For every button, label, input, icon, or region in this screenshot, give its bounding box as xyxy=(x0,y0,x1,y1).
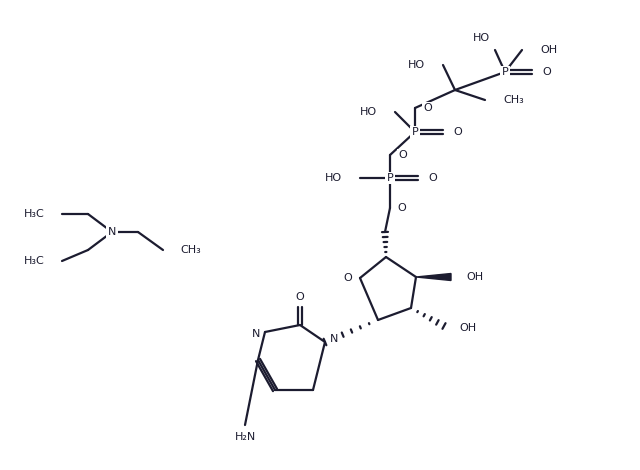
Text: O: O xyxy=(398,150,407,160)
Text: OH: OH xyxy=(459,323,476,333)
Text: HO: HO xyxy=(325,173,342,183)
Text: P: P xyxy=(502,67,508,77)
Text: OH: OH xyxy=(466,272,483,282)
Text: N: N xyxy=(108,227,116,237)
Text: HO: HO xyxy=(408,60,425,70)
Text: O: O xyxy=(453,127,461,137)
Text: CH₃: CH₃ xyxy=(180,245,201,255)
Text: O: O xyxy=(343,273,352,283)
Text: H₂N: H₂N xyxy=(234,432,255,442)
Text: O: O xyxy=(296,292,305,302)
Text: P: P xyxy=(387,173,394,183)
Text: H₃C: H₃C xyxy=(24,256,45,266)
Text: O: O xyxy=(423,103,432,113)
Text: CH₃: CH₃ xyxy=(503,95,524,105)
Text: OH: OH xyxy=(540,45,557,55)
Text: O: O xyxy=(428,173,436,183)
Text: HO: HO xyxy=(473,33,490,43)
Text: N: N xyxy=(330,334,339,344)
Text: H₃C: H₃C xyxy=(24,209,45,219)
Text: HO: HO xyxy=(360,107,377,117)
Text: O: O xyxy=(397,203,406,213)
Text: N: N xyxy=(252,329,260,339)
Polygon shape xyxy=(416,274,451,281)
Text: P: P xyxy=(412,127,419,137)
Text: O: O xyxy=(542,67,551,77)
